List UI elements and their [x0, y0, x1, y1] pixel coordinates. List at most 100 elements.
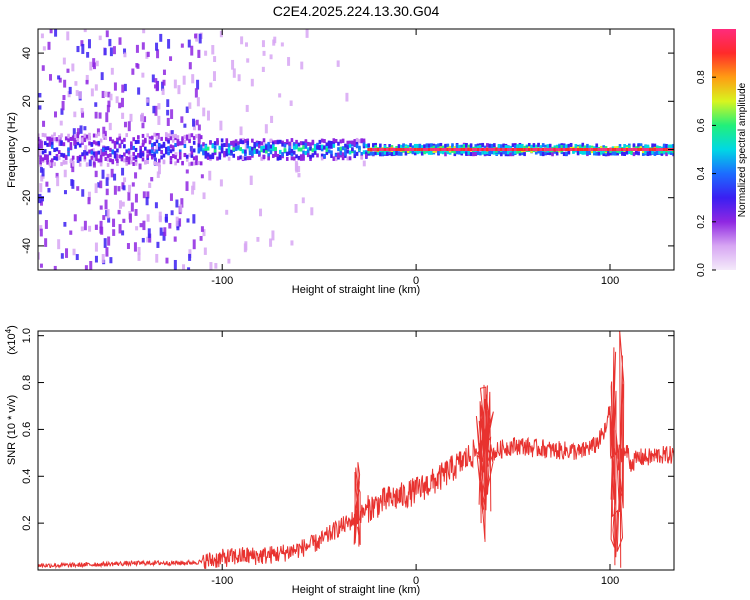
heatmap-cell	[374, 148, 377, 151]
heatmap-cell	[83, 150, 87, 156]
heatmap-cell	[618, 148, 622, 151]
heatmap-cell	[249, 175, 253, 186]
heatmap-cell	[113, 154, 117, 159]
heatmap-cell	[157, 115, 161, 125]
heatmap-cell	[295, 154, 298, 159]
heatmap-cell	[67, 91, 71, 98]
heatmap-cell	[318, 139, 322, 144]
heatmap-cell	[53, 137, 56, 142]
heatmap-cell	[302, 141, 305, 146]
heatmap-cell	[130, 202, 134, 212]
heatmap-cell	[197, 133, 201, 144]
heatmap-cell	[53, 132, 56, 137]
heatmap-cell	[225, 209, 229, 215]
heatmap-cell	[54, 111, 58, 118]
heatmap-cell	[644, 148, 647, 151]
y-tick-label: -20	[21, 190, 33, 206]
heatmap-cell	[439, 149, 443, 154]
heatmap-cell	[141, 133, 145, 138]
heatmap-cell	[469, 148, 473, 151]
heatmap-cell	[262, 138, 266, 143]
heatmap-cell	[225, 138, 229, 143]
heatmap-cell	[311, 148, 315, 153]
heatmap-cell	[469, 152, 473, 157]
heatmap-cell	[99, 159, 103, 164]
heatmap-cell	[192, 118, 196, 127]
heatmap-cell	[174, 136, 177, 141]
heatmap-cell	[244, 152, 247, 157]
heatmap-cell	[425, 143, 429, 148]
heatmap-cell	[163, 227, 167, 237]
heatmap-cell	[167, 139, 170, 144]
heatmap-cell	[518, 149, 522, 154]
heatmap-cell	[94, 224, 98, 230]
heatmap-cell	[402, 145, 405, 150]
heatmap-cell	[532, 148, 536, 151]
heatmap-cell	[183, 152, 187, 157]
heatmap-cell	[504, 148, 508, 151]
heatmap-cell	[59, 120, 63, 126]
heatmap-cell	[173, 259, 177, 270]
heatmap-cell	[202, 145, 206, 151]
heatmap-cell	[80, 40, 84, 47]
heatmap-cell	[374, 151, 377, 156]
heatmap-cell	[187, 267, 191, 270]
heatmap-cell	[130, 141, 133, 146]
heatmap-cell	[304, 142, 308, 147]
heatmap-cell	[560, 148, 564, 151]
heatmap-cell	[137, 87, 141, 95]
heatmap-cell	[166, 109, 170, 116]
heatmap-cell	[191, 185, 195, 195]
heatmap-cell	[127, 191, 131, 201]
heatmap-cell	[141, 152, 145, 157]
heatmap-cell	[227, 156, 231, 161]
heatmap-cell	[73, 111, 77, 118]
heatmap-cell	[639, 148, 643, 151]
heatmap-cell	[67, 138, 70, 143]
heatmap-cell	[493, 143, 496, 148]
heatmap-cell	[38, 105, 42, 110]
heatmap-cell	[76, 128, 80, 135]
heatmap-cell	[141, 112, 145, 122]
heatmap-cell	[161, 88, 165, 95]
heatmap-cell	[497, 150, 501, 155]
heatmap-cell	[520, 151, 524, 156]
heatmap-cell	[586, 143, 589, 148]
heatmap-cell	[637, 151, 640, 156]
heatmap-cell	[344, 143, 347, 148]
heatmap-cell	[99, 156, 103, 161]
heatmap-cell	[256, 236, 260, 242]
colorbar-tick-label: 0.4	[696, 166, 707, 180]
heatmap-cell	[88, 132, 91, 137]
heatmap-cell	[272, 144, 275, 149]
heatmap-cell	[611, 151, 615, 156]
heatmap-cell	[169, 160, 173, 165]
heatmap-cell	[49, 74, 53, 81]
heatmap-cell	[292, 143, 296, 148]
heatmap-cell	[138, 163, 142, 170]
heatmap-cell	[269, 144, 273, 149]
heatmap-cell	[523, 148, 526, 151]
heatmap-cell	[118, 37, 122, 45]
heatmap-cell	[581, 145, 585, 150]
heatmap-cell	[94, 255, 98, 263]
heatmap-cell	[399, 151, 403, 156]
heatmap-cell	[418, 149, 422, 154]
heatmap-cell	[43, 155, 47, 160]
heatmap-cell	[628, 150, 631, 155]
heatmap-cell	[241, 156, 245, 161]
heatmap-cell	[169, 56, 173, 61]
colorbar-gradient	[712, 29, 736, 270]
y-tick-label: 0	[21, 146, 33, 152]
heatmap-cell	[60, 108, 64, 115]
heatmap-cell	[216, 140, 219, 145]
heatmap-cell	[197, 124, 201, 131]
heatmap-cell	[113, 144, 117, 149]
heatmap-cell	[462, 149, 466, 154]
heatmap-cell	[616, 145, 619, 150]
heatmap-cell	[285, 151, 289, 156]
heatmap-cell	[187, 39, 191, 48]
spectrogram-x-ticks: -100 0 100	[211, 29, 619, 287]
heatmap-cell	[444, 152, 447, 157]
heatmap-cell	[192, 135, 196, 140]
